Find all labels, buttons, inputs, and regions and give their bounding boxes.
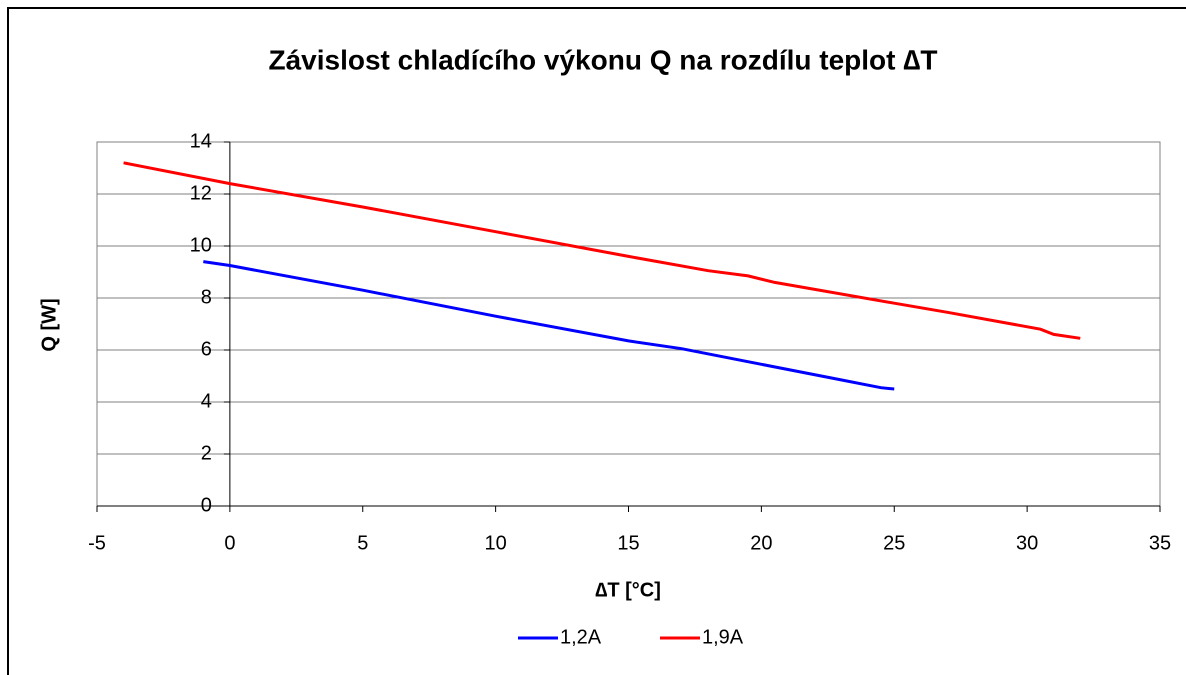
y-tick-label: 2 — [201, 442, 212, 464]
legend-label: 1,2A — [560, 626, 602, 648]
y-tick-label: 10 — [190, 234, 212, 256]
x-tick-label: 35 — [1149, 532, 1171, 554]
x-axis-label: ∆T [°C] — [595, 579, 661, 601]
x-tick-label: 15 — [617, 532, 639, 554]
y-tick-label: 0 — [201, 494, 212, 516]
y-tick-label: 4 — [201, 390, 212, 412]
x-tick-label: -5 — [88, 532, 106, 554]
chart-frame — [7, 7, 1186, 675]
x-tick-label: 10 — [485, 532, 507, 554]
series-line — [203, 260, 895, 391]
y-tick-label: 6 — [201, 338, 212, 360]
y-tick-label: 14 — [190, 130, 212, 152]
legend-label: 1,9A — [702, 626, 744, 648]
y-tick-label: 8 — [201, 286, 212, 308]
chart-title: Závislost chladícího výkonu Q na rozdílu… — [269, 44, 938, 75]
x-tick-label: 30 — [1016, 532, 1038, 554]
x-tick-label: 0 — [224, 532, 235, 554]
x-tick-label: 25 — [883, 532, 905, 554]
x-tick-label: 5 — [357, 532, 368, 554]
y-tick-label: 12 — [190, 182, 212, 204]
y-axis-label: Q [W] — [38, 298, 60, 351]
series-line — [123, 161, 1081, 340]
x-tick-label: 20 — [750, 532, 772, 554]
